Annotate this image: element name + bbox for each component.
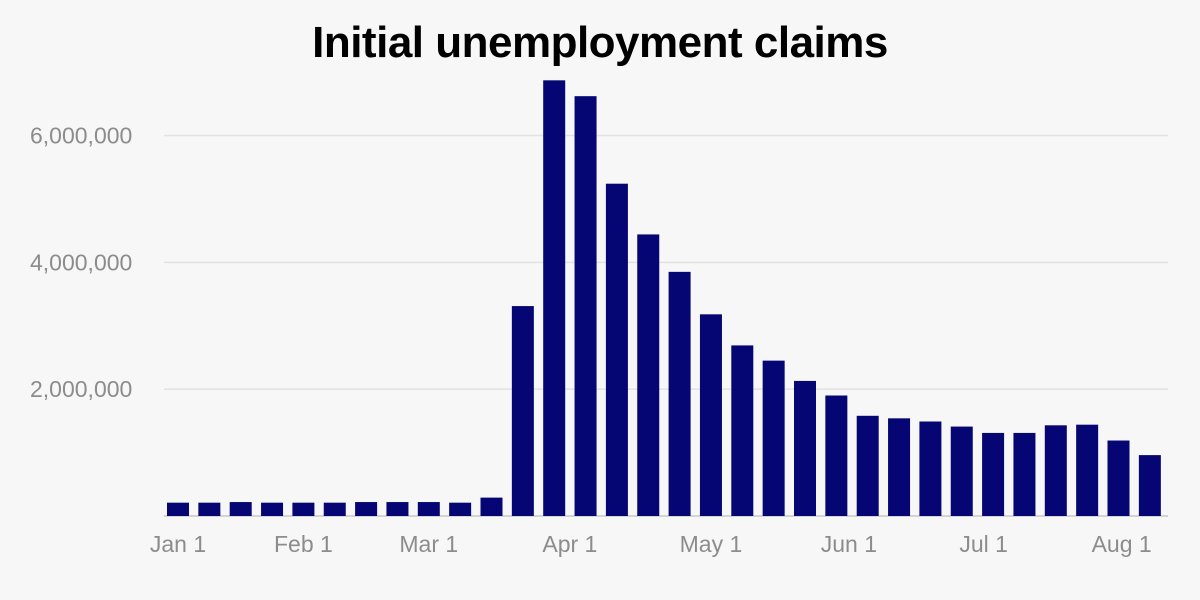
x-tick-label: Mar 1 (399, 531, 458, 557)
bar (167, 502, 189, 516)
y-tick-label: 4,000,000 (30, 249, 132, 275)
bar (574, 96, 597, 517)
bar (919, 421, 942, 516)
bar (1076, 424, 1099, 516)
bar (605, 183, 628, 516)
bar (480, 497, 503, 516)
bar (511, 306, 534, 516)
bar (950, 426, 973, 516)
y-tick-label: 2,000,000 (30, 376, 132, 402)
bar (543, 80, 566, 516)
x-tick-label: Aug 1 (1092, 531, 1152, 557)
bar (323, 502, 346, 516)
chart-title: Initial unemployment claims (312, 18, 888, 67)
x-tick-label: Feb 1 (274, 531, 333, 557)
bar (731, 345, 754, 516)
bar (261, 502, 284, 516)
bar (355, 502, 378, 516)
x-tick-label: Jan 1 (150, 531, 206, 557)
x-tick-label: May 1 (680, 531, 743, 557)
bar (198, 502, 221, 516)
bar (1107, 440, 1130, 516)
bar (1138, 455, 1161, 516)
bar (1013, 432, 1036, 516)
x-tick-label: Jul 1 (959, 531, 1008, 557)
y-axis: 2,000,000 4,000,000 6,000,000 (30, 123, 132, 403)
bar (856, 415, 879, 516)
bar (386, 502, 409, 516)
y-tick-label: 6,000,000 (30, 123, 132, 149)
bar (1044, 425, 1067, 516)
bar (825, 395, 848, 516)
bars (167, 80, 1161, 517)
bar (982, 432, 1005, 516)
bar (229, 502, 252, 516)
bar (449, 502, 472, 516)
bar (762, 360, 785, 516)
x-tick-label: Apr 1 (542, 531, 597, 557)
bar (668, 271, 691, 516)
x-tick-label: Jun 1 (821, 531, 877, 557)
bar (699, 314, 722, 516)
bar (794, 380, 816, 516)
bar (888, 418, 911, 516)
x-axis: Jan 1 Feb 1 Mar 1 Apr 1 May 1 Jun 1 Jul 1 Aug 1 (150, 531, 1152, 557)
bar (292, 502, 315, 516)
bar (637, 234, 660, 516)
bar (417, 502, 440, 516)
